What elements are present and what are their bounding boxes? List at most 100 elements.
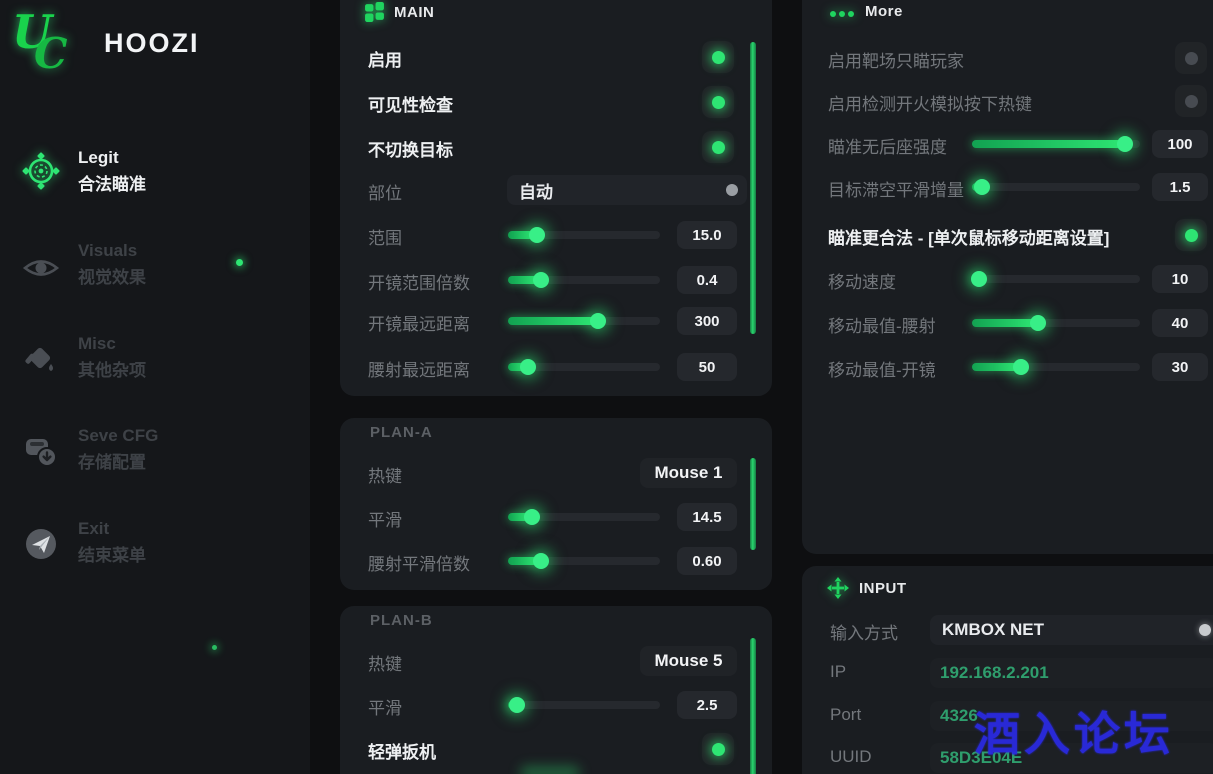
setting-label: 启用检测开火模拟按下热键 <box>828 95 1032 114</box>
slider-value: 50 <box>677 353 737 381</box>
setting-label: 移动最值-腰射 <box>828 317 936 336</box>
sidebar-item-label-en: Legit <box>78 148 119 167</box>
panel-plan-b: PLAN-B 热键 Mouse 5 平滑 2.5 轻弹扳机 <box>340 606 772 774</box>
slider-knob[interactable] <box>589 313 606 329</box>
toggle-dot <box>1184 94 1198 108</box>
slider-knob[interactable] <box>970 271 987 287</box>
setting-row: IP 192.168.2.201 <box>802 655 1213 691</box>
input-method-select[interactable]: KMBOX NET <box>930 615 1213 645</box>
setting-row: 移动速度 10 <box>802 261 1213 297</box>
sidebar-item-save-cfg[interactable]: Seve CFG 存储配置 <box>0 426 310 490</box>
setting-row: 腰射平滑倍数 0.60 <box>340 543 772 579</box>
brand: U C <box>10 6 76 76</box>
setting-label: 平滑 <box>368 699 402 718</box>
hotkey-keybind[interactable]: Mouse 1 <box>640 458 737 488</box>
slider-fill <box>508 231 537 239</box>
visibility-check-toggle[interactable] <box>702 86 734 118</box>
slider-value: 100 <box>1152 130 1208 158</box>
hotkey-keybind[interactable]: Mouse 5 <box>640 646 737 676</box>
slider-knob[interactable] <box>1116 136 1133 152</box>
toggle-dot <box>711 50 725 64</box>
slider-knob[interactable] <box>533 553 550 569</box>
sidebar-item-exit[interactable]: Exit 结束菜单 <box>0 519 310 583</box>
slider-value: 14.5 <box>677 503 737 531</box>
sidebar-item-misc[interactable]: Misc 其他杂项 <box>0 334 310 398</box>
body-part-select[interactable]: 自动 <box>507 175 747 205</box>
plan-a-scrollbar[interactable] <box>750 458 756 550</box>
ads-max-distance-slider[interactable] <box>508 313 660 329</box>
setting-label: 开镜范围倍数 <box>368 274 470 293</box>
setting-label: 平滑 <box>368 511 402 530</box>
range-slider[interactable] <box>508 227 660 243</box>
setting-label: 启用靶场只瞄玩家 <box>828 52 964 71</box>
move-arrows-icon <box>827 577 849 599</box>
setting-row: 范围 15.0 <box>340 217 772 253</box>
slider-knob[interactable] <box>533 272 550 288</box>
move-max-ads-slider[interactable] <box>972 359 1140 375</box>
setting-row: 热键 Mouse 1 <box>340 455 772 491</box>
airborne-smooth-increment-slider[interactable] <box>972 179 1140 195</box>
slider-fill <box>972 319 1038 327</box>
move-max-hipfire-slider[interactable] <box>972 315 1140 331</box>
sidebar-item-label-en: Visuals <box>78 241 138 260</box>
slider-knob[interactable] <box>528 227 545 243</box>
sidebar-item-label-zh: 合法瞄准 <box>78 175 146 194</box>
plan-b-scrollbar[interactable] <box>750 638 756 774</box>
ip-field[interactable]: 192.168.2.201 <box>930 658 1213 688</box>
setting-label: 热键 <box>368 655 402 674</box>
setting-label: 部位 <box>368 184 402 203</box>
slider-value: 0.60 <box>677 547 737 575</box>
slider-knob[interactable] <box>524 509 541 525</box>
hipfire-max-distance-slider[interactable] <box>508 359 660 375</box>
panel-title: PLAN-B <box>370 612 433 629</box>
toggle-dot <box>711 140 725 154</box>
slider-fill <box>972 363 1021 371</box>
slider-value: 15.0 <box>677 221 737 249</box>
setting-row: 开镜最远距离 300 <box>340 303 772 339</box>
legit-aim-mouse-move-toggle[interactable] <box>1175 219 1207 251</box>
enable-toggle[interactable] <box>702 41 734 73</box>
setting-label: Port <box>830 705 862 724</box>
slider-knob[interactable] <box>974 179 991 195</box>
toggle-dot <box>1184 228 1198 242</box>
smooth-slider[interactable] <box>508 509 660 525</box>
setting-label: 开镜最远距离 <box>368 315 470 334</box>
no-target-switch-toggle[interactable] <box>702 131 734 163</box>
hipfire-smooth-multiplier-slider[interactable] <box>508 553 660 569</box>
panel-title: INPUT <box>859 579 907 597</box>
panel-title: MAIN <box>394 4 435 21</box>
flick-trigger-toggle[interactable] <box>702 733 734 765</box>
port-field[interactable]: 4326 <box>930 701 1213 731</box>
setting-row: 移动最值-开镜 30 <box>802 349 1213 385</box>
ads-range-multiplier-slider[interactable] <box>508 272 660 288</box>
setting-row: 可见性检查 <box>340 84 772 120</box>
no-recoil-strength-slider[interactable] <box>972 136 1140 152</box>
setting-row: 不切换目标 <box>340 129 772 165</box>
ellipsis-icon <box>830 11 854 17</box>
slider-knob[interactable] <box>1012 359 1029 375</box>
setting-row: 开镜范围倍数 0.4 <box>340 262 772 298</box>
main-scrollbar[interactable] <box>750 42 756 334</box>
uuid-field[interactable]: 58D3E04E <box>930 743 1213 773</box>
setting-label: 轻弹扳机 <box>368 743 436 762</box>
move-speed-slider[interactable] <box>970 271 1140 287</box>
slider-knob[interactable] <box>509 697 526 713</box>
setting-row: 目标滞空平滑增量 1.5 <box>802 169 1213 205</box>
toggle-dot <box>711 742 725 756</box>
sidebar-item-legit[interactable]: Legit 合法瞄准 <box>0 148 310 212</box>
grid-icon <box>365 2 384 22</box>
setting-label: 移动最值-开镜 <box>828 361 936 380</box>
setting-label: 启用 <box>368 51 402 70</box>
sidebar-item-visuals[interactable]: Visuals 视觉效果 <box>0 241 310 305</box>
slider-knob[interactable] <box>519 359 536 375</box>
toggle-dot <box>1184 51 1198 65</box>
setting-row: Port 4326 <box>802 698 1213 734</box>
select-dot <box>726 184 738 196</box>
fire-detect-hotkey-toggle[interactable] <box>1175 85 1207 117</box>
range-only-players-toggle[interactable] <box>1175 42 1207 74</box>
setting-label: 移动速度 <box>828 273 896 292</box>
slider-knob[interactable] <box>1029 315 1046 331</box>
setting-row: 瞄准更合法 - [单次鼠标移动距离设置] <box>802 217 1213 253</box>
smooth-slider[interactable] <box>508 697 660 713</box>
stray-green-dot <box>212 645 217 650</box>
